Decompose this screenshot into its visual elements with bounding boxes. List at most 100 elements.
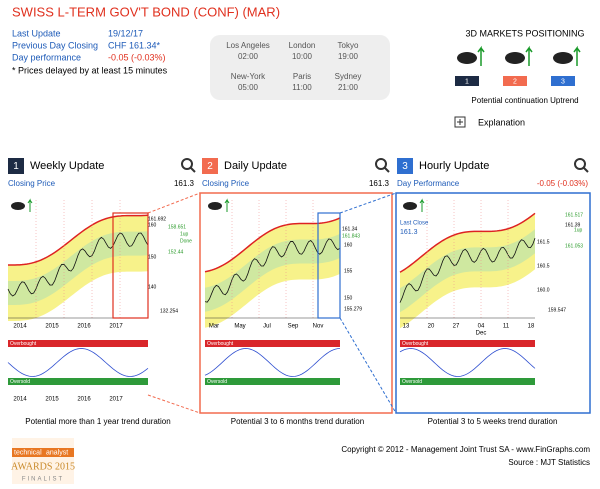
up-arrow [525,45,533,66]
month-label: Dec [476,331,487,337]
level-box [551,76,575,86]
connector [147,192,201,214]
last-close-value: 161.3 [400,229,418,236]
panel-number: 3 [402,161,408,172]
x-label: 27 [453,324,460,330]
oversold-zone [400,378,535,385]
price-label: 140 [148,284,157,290]
zoom-handle [190,167,196,173]
up-arrow [573,45,581,66]
panel-title: Daily Update [224,160,287,172]
price-label: 155.279 [344,306,362,312]
overbought-zone [400,340,535,347]
upper-band [399,212,536,273]
connector [147,394,201,414]
title: SWISS L-TERM GOV'T BOND (CONF) (MAR) [12,4,280,19]
level-box [503,76,527,86]
x-label: 20 [428,324,435,330]
time: 10:00 [292,52,313,61]
price-label: Done [180,238,192,244]
price-label: 160 [344,242,353,248]
time: 19:00 [338,52,359,61]
metric-label: Closing Price [202,179,250,188]
bull-icon [457,52,477,64]
info-value: 19/12/17 [108,28,143,38]
city: Los Angeles [226,41,270,50]
bull-icon [553,52,573,64]
price-label: 155 [344,268,353,274]
trend-duration: Potential 3 to 5 weeks trend duration [428,417,558,426]
city: Paris [293,72,311,81]
x-label: May [234,324,245,330]
world-map [210,35,390,100]
up-arrow [477,45,485,66]
bull-icon [11,202,25,210]
metric-value: 161.3 [369,179,390,188]
explanation-link[interactable]: Explanation [478,117,525,127]
hourly-frame [395,192,591,414]
metric-label: Day Performance [397,179,460,188]
overbought-label: Overbought [10,341,37,347]
zoom-handle [583,167,589,173]
oscillator-line [204,348,341,377]
info-label: Previous Day Closing [12,40,98,50]
zoom-icon[interactable] [181,158,193,170]
x-label: Jul [263,324,271,330]
positioning-status: Potential continuation Uptrend [471,96,578,105]
price-label: 158.651 [168,224,186,230]
city: Sydney [335,72,362,81]
x-label: 2016 [77,324,91,330]
price-label: 1up [574,227,583,233]
x-label: 2015 [45,324,59,330]
award-brand: technical [14,449,42,456]
zoom-highlight [112,212,149,319]
price-label: 161.5 [537,239,550,245]
city: New-York [231,72,266,81]
price-label: 1up [180,231,189,237]
x-label: 11 [503,324,510,330]
zoom-icon[interactable] [574,158,586,170]
price-label: 160.0 [537,287,550,293]
city: London [289,41,316,50]
city: Tokyo [338,41,359,50]
positioning-title: 3D MARKETS POSITIONING [465,28,584,38]
price-label: 161.692 [148,216,166,222]
price-label: 150 [148,254,157,260]
oversold-label: Oversold [207,379,227,385]
connector [339,192,397,214]
time: 21:00 [338,83,359,92]
oversold-label: Oversold [10,379,30,385]
award-brand: analyst [46,449,68,456]
award-band [12,448,74,457]
x-label: 04 [478,324,485,330]
x-label: 2016 [77,397,91,403]
zoom-handle [384,167,390,173]
zoom-icon[interactable] [375,158,387,170]
info-label: Last Update [12,28,61,38]
price-label: 159.547 [548,307,566,313]
price-label: 160 [148,222,157,228]
price-label: 160.5 [537,263,550,269]
award-logo [12,438,74,484]
bull-icon [505,52,525,64]
info-label: Day performance [12,52,81,62]
info-value: -0.05 (-0.03%) [108,52,166,62]
trend-duration: Potential more than 1 year trend duratio… [25,417,170,426]
x-label: Nov [313,324,324,330]
explanation-toggle[interactable] [454,116,466,128]
metric-value: -0.05 (-0.03%) [537,179,588,188]
copyright: Copyright © 2012 - Management Joint Trus… [341,445,590,454]
plus-icon [457,119,463,125]
price-label: 161.34 [342,226,358,232]
source: Source : MJT Statistics [508,458,590,467]
oversold-zone [205,378,340,385]
x-label: 13 [403,324,410,330]
oscillator-line [7,348,149,377]
level-number: 1 [465,78,469,85]
price-label: 161.39 [565,222,581,228]
oscillator-line [399,348,536,377]
bull-icon [208,202,222,210]
award-subtitle: FINALIST [22,477,64,483]
